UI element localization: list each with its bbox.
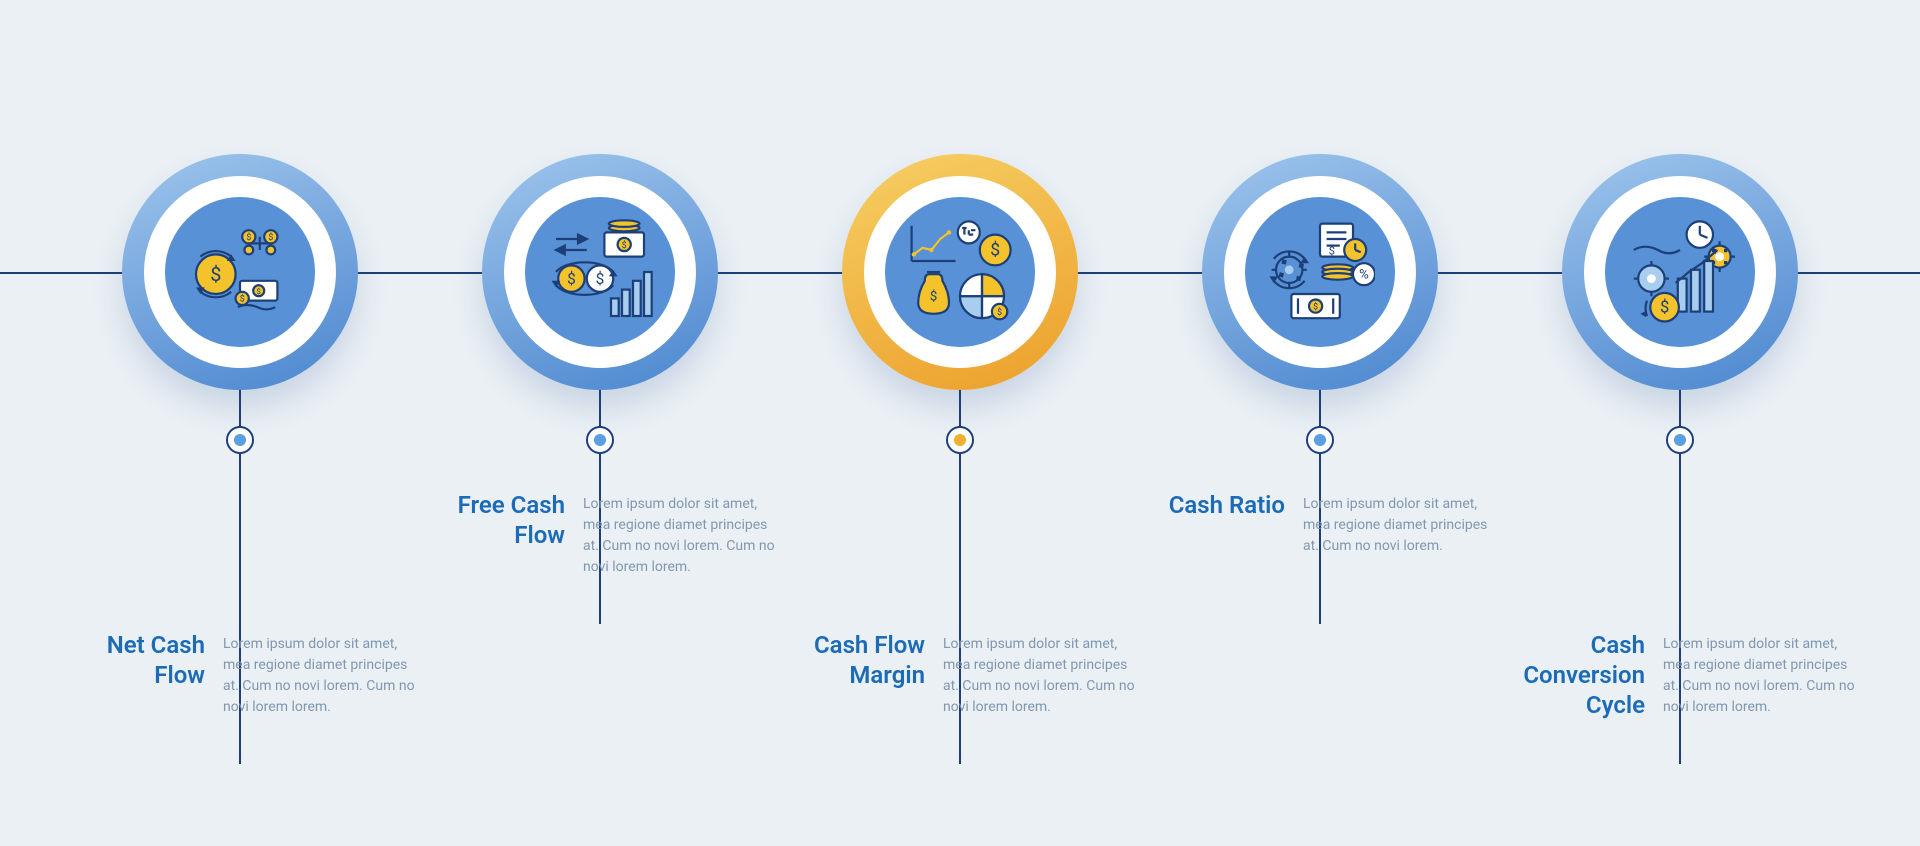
- step-dot: [586, 426, 614, 454]
- svg-text:%: %: [1359, 268, 1369, 283]
- svg-text:$: $: [596, 270, 605, 288]
- step-body: Lorem ipsum dolor sit amet, mea regione …: [943, 630, 1135, 718]
- step-text: Free Cash Flow Lorem ipsum dolor sit amet…: [425, 490, 775, 578]
- step-title: Cash Ratio: [1145, 490, 1285, 520]
- svg-text:$: $: [210, 263, 221, 286]
- step-ring: $ $ $: [482, 154, 718, 390]
- svg-text:$: $: [1329, 244, 1335, 257]
- step-ring: $: [1562, 154, 1798, 390]
- step-cash-ratio: $ % $: [1140, 154, 1500, 390]
- step-body: Lorem ipsum dolor sit amet, mea regione …: [223, 630, 415, 718]
- step-title: Free Cash Flow: [425, 490, 565, 550]
- step-text: Net Cash Flow Lorem ipsum dolor sit amet,…: [65, 630, 415, 718]
- step-body: Lorem ipsum dolor sit amet, mea regione …: [1303, 490, 1495, 557]
- step-dot: [946, 426, 974, 454]
- svg-text:$: $: [1660, 299, 1669, 318]
- cash-conversion-cycle-icon: $: [1605, 197, 1755, 347]
- net-cash-flow-icon: $ $ $ $ $: [165, 197, 315, 347]
- step-free-cash-flow: $ $ $: [420, 154, 780, 390]
- step-title: Net Cash Flow: [65, 630, 205, 690]
- cash-flow-margin-icon: $ $ $: [885, 197, 1035, 347]
- step-dot: [1306, 426, 1334, 454]
- svg-text:$: $: [1313, 301, 1318, 312]
- step-cash-conversion-cycle: $: [1500, 154, 1860, 390]
- svg-text:$: $: [246, 232, 251, 243]
- step-title: Cash Flow Margin: [785, 630, 925, 690]
- svg-text:$: $: [240, 294, 245, 305]
- step-cash-flow-margin: $ $ $: [780, 154, 1140, 390]
- step-ring: $ $ $: [842, 154, 1078, 390]
- step-title: Cash Conversion Cycle: [1505, 630, 1645, 720]
- step-dot: [226, 426, 254, 454]
- step-ring: $ $ $ $ $: [122, 154, 358, 390]
- step-net-cash-flow: $ $ $ $ $: [60, 154, 420, 390]
- svg-text:$: $: [567, 270, 576, 288]
- svg-text:$: $: [930, 290, 937, 305]
- svg-text:$: $: [990, 240, 1000, 261]
- step-text: Cash Flow Margin Lorem ipsum dolor sit am…: [785, 630, 1135, 718]
- cash-ratio-icon: $ % $: [1245, 197, 1395, 347]
- free-cash-flow-icon: $ $ $: [525, 197, 675, 347]
- svg-text:$: $: [257, 287, 261, 296]
- step-text: Cash Conversion CycleLorem ipsum dolor s…: [1505, 630, 1855, 720]
- step-dot: [1666, 426, 1694, 454]
- infographic-canvas: $ $ $ $ $ Net Cash Flow Lorem ipsum dolor…: [0, 0, 1920, 846]
- svg-text:$: $: [997, 307, 1002, 318]
- step-body: Lorem ipsum dolor sit amet, mea regione …: [583, 490, 775, 578]
- step-body: Lorem ipsum dolor sit amet, mea regione …: [1663, 630, 1855, 718]
- svg-text:$: $: [622, 240, 627, 251]
- step-text: Cash Ratio Lorem ipsum dolor sit amet, me…: [1145, 490, 1495, 557]
- step-ring: $ % $: [1202, 154, 1438, 390]
- svg-text:$: $: [268, 232, 273, 243]
